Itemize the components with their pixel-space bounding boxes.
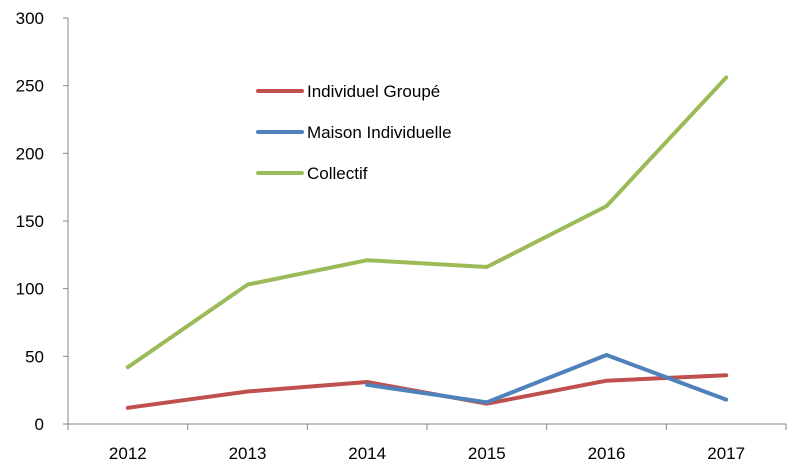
series-lines <box>125 75 729 410</box>
x-tick-label: 2012 <box>109 444 147 463</box>
legend-label: Collectif <box>307 164 368 183</box>
x-tick-label: 2017 <box>707 444 745 463</box>
legend: Individuel Groupé Maison Individuelle Coll… <box>256 82 452 183</box>
series-line-2 <box>125 75 729 370</box>
legend-label: Maison Individuelle <box>307 123 452 142</box>
y-tick-label: 100 <box>16 280 44 299</box>
y-tick-label: 150 <box>16 212 44 231</box>
y-tick-label: 200 <box>16 144 44 163</box>
x-tick-label: 2014 <box>348 444 386 463</box>
y-tick-label: 50 <box>25 347 44 366</box>
y-tick-label: 250 <box>16 77 44 96</box>
x-tick-label: 2015 <box>468 444 506 463</box>
legend-label: Individuel Groupé <box>307 82 440 101</box>
series-line-1 <box>365 353 729 405</box>
y-tick-label: 300 <box>16 9 44 28</box>
x-tick-label: 2013 <box>229 444 267 463</box>
x-tick-label: 2016 <box>588 444 626 463</box>
y-axis: 0 50 100 150 200 250 300 <box>16 9 69 434</box>
y-tick-label: 0 <box>35 415 44 434</box>
x-axis: 2012 2013 2014 2015 2016 2017 <box>67 423 787 463</box>
